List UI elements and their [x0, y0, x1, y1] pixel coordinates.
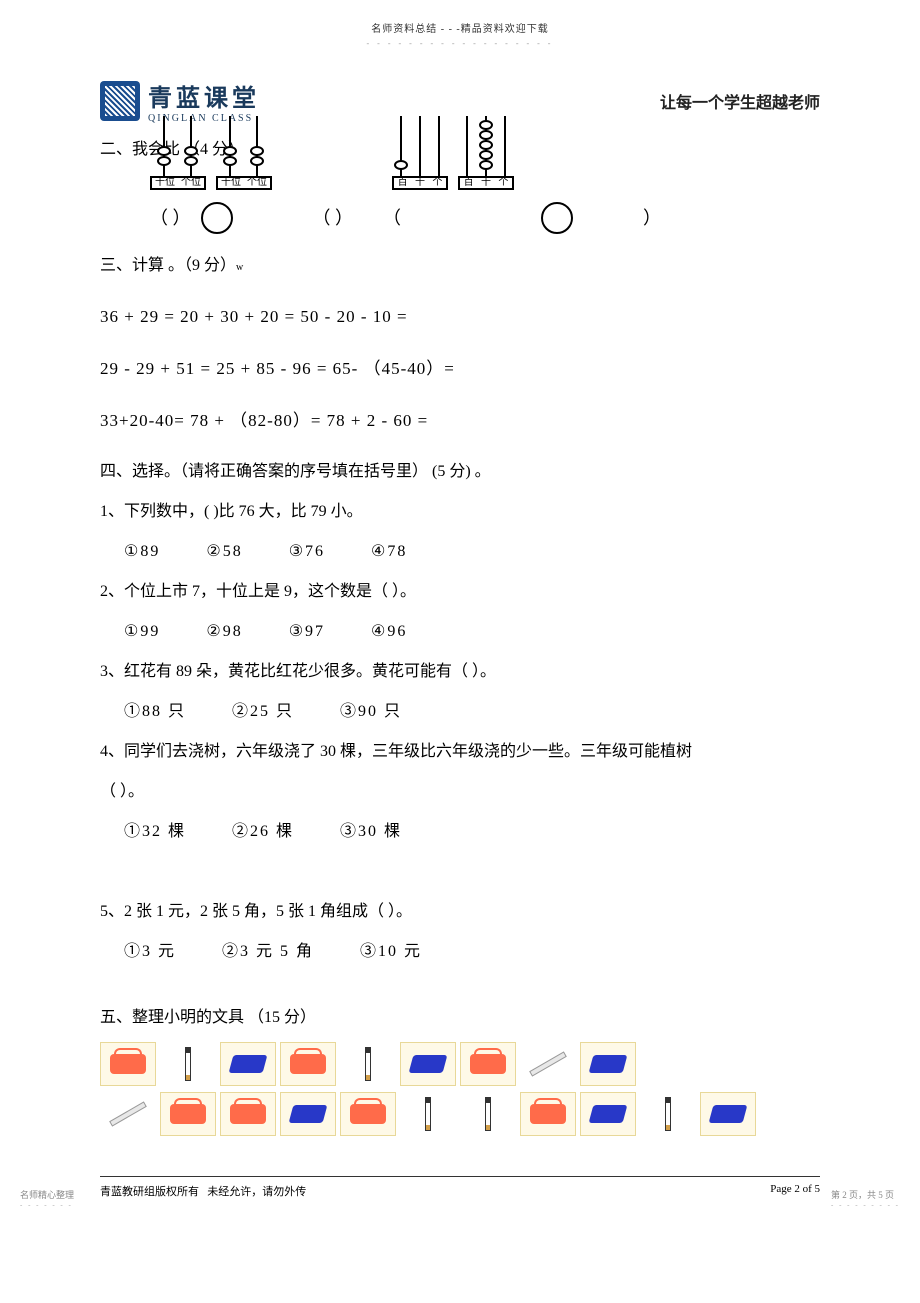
box-icon [170, 1104, 206, 1124]
q4-opts: ①32 棵 ②26 棵 ③30 棵 [124, 816, 820, 848]
top-dots: - - - - - - - - - - - - - - - - - - [100, 39, 820, 48]
box-icon [470, 1054, 506, 1074]
supply-box [520, 1092, 576, 1136]
header-row: 青蓝课堂 QINGLAN CLASS 让每一个学生超越老师 [100, 78, 820, 124]
pen-icon [365, 1047, 371, 1081]
q2-opts: ①99 ②98 ③97 ④96 [124, 616, 820, 648]
supply-eraser [220, 1042, 276, 1086]
logo: 青蓝课堂 QINGLAN CLASS [100, 78, 260, 124]
supply-pen [400, 1092, 456, 1136]
abacus-3: 百十个 [392, 176, 448, 190]
section-2: 二、我会比 （4 分） 十位个位 十位个位 [100, 134, 820, 236]
ruler-icon [109, 1101, 147, 1126]
logo-chinese: 青蓝课堂 [148, 78, 260, 113]
q1-opts: ①89 ②58 ③76 ④78 [124, 536, 820, 568]
footer-left: 青蓝教研组版权所有 [100, 1186, 199, 1198]
eraser-icon [229, 1055, 268, 1073]
abacus-1: 十位个位 [150, 176, 206, 190]
supply-ruler [520, 1042, 576, 1086]
supplies-row-1 [100, 1042, 820, 1086]
pen-icon [425, 1097, 431, 1131]
page-bottom-right: 第 2 页，共 5 页 - - - - - - - - - [831, 1188, 900, 1209]
q1-stem: 1、下列数中，( )比 76 大，比 79 小。 [100, 496, 820, 528]
box-icon [110, 1054, 146, 1074]
box-icon [530, 1104, 566, 1124]
q3-opts: ①88 只 ②25 只 ③90 只 [124, 696, 820, 728]
section-3-title: 三、计算 。（9 分）w [100, 250, 820, 282]
footer-mid: 未经允许，请勿外传 [207, 1186, 306, 1198]
supply-pen [160, 1042, 216, 1086]
supply-box [460, 1042, 516, 1086]
section-5: 五、整理小明的文具 （15 分） [100, 1002, 820, 1136]
supply-ruler [100, 1092, 156, 1136]
ruler-icon [529, 1051, 567, 1076]
calc-line-3: 33+20-40= 78 + （82-80）= 78 + 2 - 60 = [100, 404, 820, 438]
paren-4: ） [643, 200, 661, 236]
pen-icon [485, 1097, 491, 1131]
eraser-icon [589, 1105, 628, 1123]
paren-2: （ ） [313, 200, 354, 236]
paren-3: （ [383, 200, 401, 236]
section-3: 三、计算 。（9 分）w 36 + 29 = 20 + 30 + 20 = 50… [100, 250, 820, 438]
supply-eraser [280, 1092, 336, 1136]
pen-icon [185, 1047, 191, 1081]
q2-stem: 2、个位上市 7，十位上是 9，这个数是（ ）。 [100, 576, 820, 608]
supply-eraser [700, 1092, 756, 1136]
footer-right: Page 2 of 5 [770, 1183, 820, 1199]
abacus-2: 十位个位 [216, 176, 272, 190]
supply-eraser [580, 1092, 636, 1136]
section-4: 四、选择。（请将正确答案的序号填在括号里） (5 分) 。 1、下列数中，( )… [100, 456, 820, 968]
q4-stem: 4、同学们去浇树，六年级浇了 30 棵，三年级比六年级浇的少一些。三年级可能植树 [100, 736, 820, 768]
footer-line [100, 1176, 820, 1177]
supply-box [100, 1042, 156, 1086]
supply-box [160, 1092, 216, 1136]
supply-pen [460, 1092, 516, 1136]
supply-pen [340, 1042, 396, 1086]
paren-1: （ ） [150, 200, 191, 236]
box-icon [350, 1104, 386, 1124]
top-header-text: 名师资料总结 - - -精品资料欢迎下载 [100, 20, 820, 35]
eraser-icon [589, 1055, 628, 1073]
slogan-text: 让每一个学生超越老师 [660, 89, 820, 113]
footer: 青蓝教研组版权所有 未经允许，请勿外传 Page 2 of 5 [100, 1183, 820, 1199]
section-2-title: 二、我会比 （4 分） [100, 134, 820, 166]
supplies-row-2 [100, 1092, 820, 1136]
q3-stem: 3、红花有 89 朵，黄花比红花少很多。黄花可能有（ ）。 [100, 656, 820, 688]
supply-box [220, 1092, 276, 1136]
supply-box [280, 1042, 336, 1086]
section-5-title: 五、整理小明的文具 （15 分） [100, 1002, 820, 1034]
page-bottom-left: 名师精心整理 - - - - - - - [20, 1188, 74, 1209]
supply-eraser [400, 1042, 456, 1086]
calc-line-2: 29 - 29 + 51 = 25 + 85 - 96 = 65- （45-40… [100, 352, 820, 386]
box-icon [290, 1054, 326, 1074]
logo-icon [100, 81, 140, 121]
q4-stem2: （ ）。 [100, 776, 820, 808]
supply-pen [640, 1092, 696, 1136]
pen-icon [665, 1097, 671, 1131]
abacus-row: 十位个位 十位个位 百十个 [150, 176, 820, 190]
eraser-icon [289, 1105, 328, 1123]
answer-row: （ ） （ ） （ ） [150, 200, 820, 236]
eraser-icon [409, 1055, 448, 1073]
calc-line-1: 36 + 29 = 20 + 30 + 20 = 50 - 20 - 10 = [100, 300, 820, 334]
section-4-title: 四、选择。（请将正确答案的序号填在括号里） (5 分) 。 [100, 456, 820, 488]
eraser-icon [709, 1105, 748, 1123]
supply-box [340, 1092, 396, 1136]
supply-eraser [580, 1042, 636, 1086]
answer-circle-1 [201, 202, 233, 234]
q5-stem: 5、2 张 1 元，2 张 5 角，5 张 1 角组成（ ）。 [100, 896, 820, 928]
box-icon [230, 1104, 266, 1124]
answer-circle-2 [541, 202, 573, 234]
abacus-4: 百十个 [458, 176, 514, 190]
q5-opts: ①3 元 ②3 元 5 角 ③10 元 [124, 936, 820, 968]
